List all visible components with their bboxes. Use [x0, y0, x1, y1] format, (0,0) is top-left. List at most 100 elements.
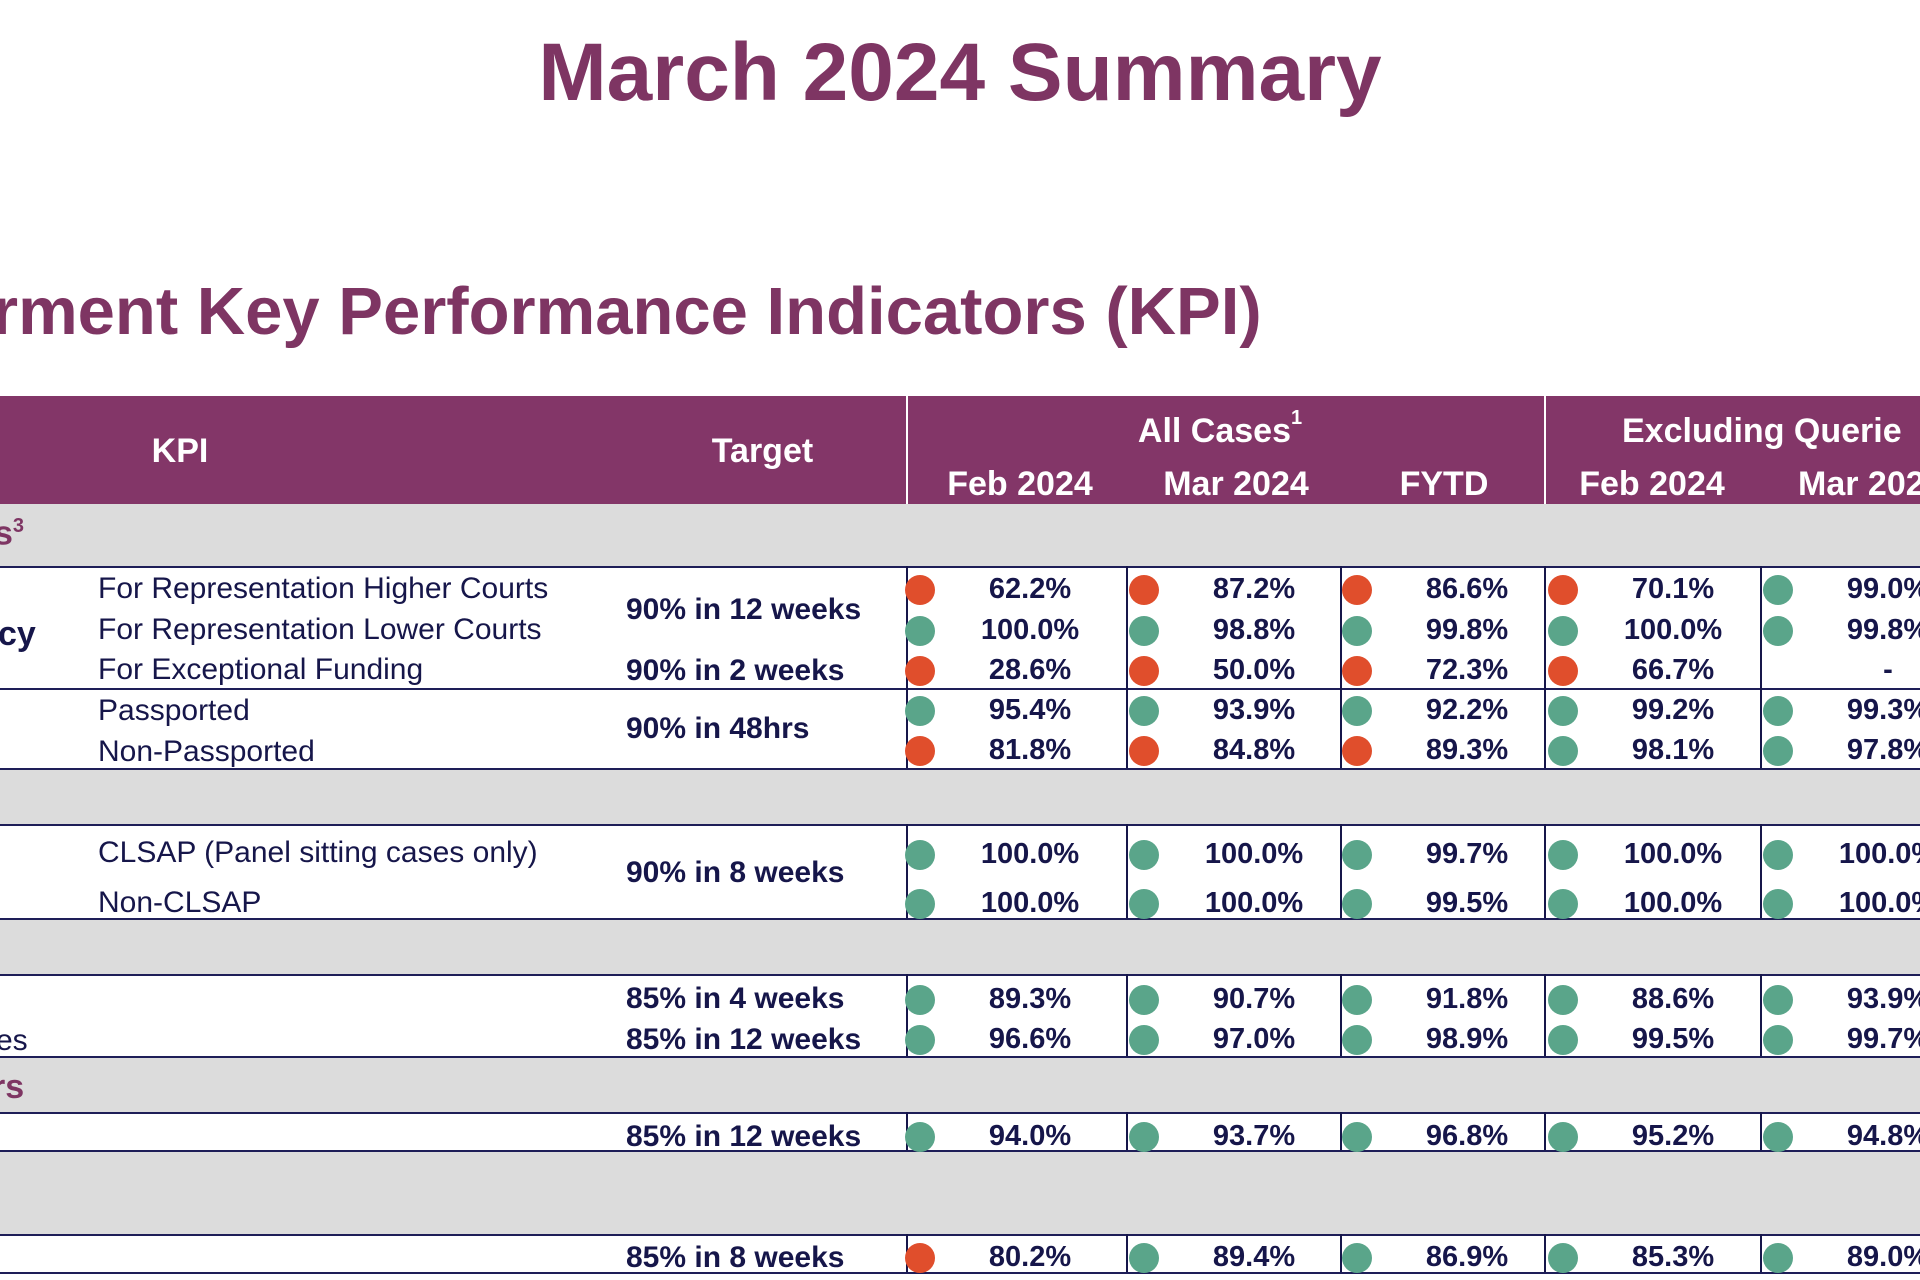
kpi-cell: 100.0% [1763, 835, 1920, 875]
page-title: March 2024 Summary [538, 27, 1382, 118]
kpi-cell: 99.5% [1342, 884, 1557, 924]
kpi-value: 94.0% [988, 1120, 1072, 1152]
column-divider [1340, 1234, 1342, 1272]
column-divider [1544, 1112, 1546, 1150]
row-rule [0, 566, 1920, 568]
kpi-value: 93.9% [1212, 694, 1296, 726]
status-red-dot [1129, 575, 1159, 605]
kpi-cell: 100.0% [905, 611, 1120, 651]
kpi-value: 100.0% [980, 887, 1080, 919]
kpi-cell: 100.0% [1548, 835, 1763, 875]
header-all-cases: All Cases1 [1090, 408, 1350, 450]
table-header [0, 396, 1920, 504]
status-green-dot [1763, 616, 1793, 646]
kpi-value: 28.6% [988, 654, 1072, 686]
kpi-value: 100.0% [1623, 838, 1723, 870]
status-green-dot [1342, 840, 1372, 870]
kpi-cell: 100.0% [905, 835, 1120, 875]
kpi-cell: 62.2% [905, 570, 1120, 610]
kpi-value: 87.2% [1212, 573, 1296, 605]
status-green-dot [1129, 985, 1159, 1015]
kpi-value: 70.1% [1631, 573, 1715, 605]
status-red-dot [1129, 656, 1159, 686]
kpi-cell: 89.4% [1129, 1238, 1344, 1278]
kpi-value: 88.6% [1631, 983, 1715, 1015]
kpi-value: 99.8% [1425, 614, 1509, 646]
status-green-dot [1129, 1243, 1159, 1273]
target-value: 85% in 12 weeks [626, 1023, 862, 1056]
status-green-dot [1129, 889, 1159, 919]
row-rule [0, 688, 1920, 690]
kpi-cell: 98.8% [1129, 611, 1344, 651]
kpi-cell: 98.9% [1342, 1020, 1557, 1060]
kpi-cell: 96.8% [1342, 1117, 1557, 1157]
kpi-cell: 99.3% [1763, 691, 1920, 731]
footnote-marker: 3 [12, 515, 25, 537]
kpi-value: 100.0% [980, 614, 1080, 646]
kpi-cell: 100.0% [1548, 611, 1763, 651]
column-divider [1340, 824, 1342, 918]
kpi-value: 99.7% [1425, 838, 1509, 870]
kpi-cell: 88.6% [1548, 980, 1763, 1020]
kpi-value: - [1883, 654, 1893, 686]
kpi-cell: 98.1% [1548, 731, 1763, 771]
status-green-dot [905, 889, 935, 919]
status-green-dot [1763, 575, 1793, 605]
kpi-value: 95.2% [1631, 1120, 1715, 1152]
header-divider [906, 396, 908, 504]
column-divider [1544, 1234, 1546, 1272]
kpi-value: 99.2% [1631, 694, 1715, 726]
status-red-dot [905, 656, 935, 686]
kpi-cell: 100.0% [1129, 835, 1344, 875]
status-green-dot [1342, 616, 1372, 646]
kpi-cell: 89.3% [905, 980, 1120, 1020]
status-green-dot [905, 1122, 935, 1152]
kpi-value: 80.2% [988, 1241, 1072, 1273]
status-green-dot [1763, 1025, 1793, 1055]
kpi-cell: 94.0% [905, 1117, 1120, 1157]
kpi-value: 66.7% [1631, 654, 1715, 686]
header-divider [1544, 396, 1546, 504]
kpi-value: 96.8% [1425, 1120, 1509, 1152]
header-all-feb: Feb 2024 [947, 465, 1093, 503]
kpi-value: 91.8% [1425, 983, 1509, 1015]
kpi-cell: 89.3% [1342, 731, 1557, 771]
kpi-value: 89.0% [1846, 1241, 1920, 1273]
column-divider [1340, 566, 1342, 688]
status-green-dot [1342, 1122, 1372, 1152]
kpi-cell: 100.0% [1129, 884, 1344, 924]
status-red-dot [905, 575, 935, 605]
kpi-value: 99.7% [1846, 1023, 1920, 1055]
header-all-mar: Mar 2024 [1163, 465, 1309, 503]
kpi-cell: 99.5% [1548, 1020, 1763, 1060]
status-green-dot [1763, 889, 1793, 919]
column-divider [1544, 566, 1546, 688]
kpi-cell: 86.6% [1342, 570, 1557, 610]
kpi-value: 99.5% [1425, 887, 1509, 919]
kpi-cell: 90.7% [1129, 980, 1344, 1020]
column-divider [1544, 688, 1546, 768]
status-green-dot [1548, 1122, 1578, 1152]
row-rule [0, 1112, 1920, 1114]
kpi-cell: 91.8% [1342, 980, 1557, 1020]
kpi-cell: 99.0% [1763, 570, 1920, 610]
status-green-dot [1548, 985, 1578, 1015]
kpi-cell: 70.1% [1548, 570, 1763, 610]
kpi-cell: 80.2% [905, 1238, 1120, 1278]
kpi-label: For Representation Lower Courts [98, 613, 542, 646]
header-all-cases-label: All Cases [1137, 412, 1291, 450]
row-rule [0, 918, 1920, 920]
column-divider [1126, 1112, 1128, 1150]
status-green-dot [1129, 840, 1159, 870]
target-value: 90% in 8 weeks [626, 856, 845, 889]
column-divider [1126, 1234, 1128, 1272]
kpi-cell: 89.0% [1763, 1238, 1920, 1278]
kpi-cell: 95.2% [1548, 1117, 1763, 1157]
header-excluding: Excluding Querie [1622, 412, 1902, 450]
kpi-value: 100.0% [1838, 887, 1920, 919]
status-red-dot [1342, 736, 1372, 766]
kpi-value: 96.6% [988, 1023, 1072, 1055]
column-divider [1760, 688, 1762, 768]
column-divider [1760, 1112, 1762, 1150]
status-red-dot [1342, 656, 1372, 686]
